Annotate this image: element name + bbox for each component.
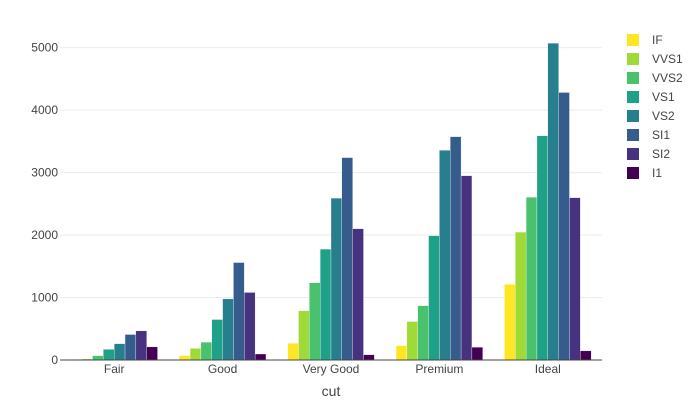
bar-si2-good[interactable] — [244, 292, 256, 361]
bar-if-good[interactable] — [179, 355, 191, 361]
legend-label: IF — [652, 33, 663, 47]
x-tick-label: Premium — [415, 362, 463, 376]
bar-si2-ideal[interactable] — [569, 197, 581, 361]
bar-if-very-good[interactable] — [287, 343, 299, 361]
bar-if-premium[interactable] — [395, 345, 408, 361]
legend-swatch — [627, 167, 639, 179]
legend-label: VVS2 — [652, 71, 683, 85]
bar-i1-good[interactable] — [254, 353, 267, 361]
bar-vvs2-very-good[interactable] — [309, 282, 321, 361]
legend-label: VVS1 — [652, 52, 683, 66]
bar-si1-fair[interactable] — [124, 334, 137, 361]
bar-i1-very-good[interactable] — [363, 354, 375, 361]
bar-vs1-premium[interactable] — [428, 235, 440, 361]
x-axis-title: cut — [322, 383, 341, 399]
y-tick-label: 4000 — [31, 103, 58, 117]
bar-vs2-fair[interactable] — [114, 343, 126, 361]
y-tick-label: 5000 — [31, 41, 58, 55]
legend-label: I1 — [652, 166, 662, 180]
bar-si1-premium[interactable] — [450, 136, 462, 361]
bar-vs1-ideal[interactable] — [536, 135, 548, 361]
bar-vvs2-good[interactable] — [200, 341, 212, 361]
legend-item-i1[interactable]: I1 — [627, 166, 662, 180]
legend-item-si1[interactable]: SI1 — [627, 128, 670, 142]
x-tick-label: Good — [208, 362, 237, 376]
legend-item-if[interactable]: IF — [627, 33, 663, 47]
x-tick-label: Fair — [104, 362, 125, 376]
legend-label: SI1 — [652, 128, 670, 142]
bar-vs2-premium[interactable] — [439, 150, 451, 361]
bar-vvs2-ideal[interactable] — [525, 197, 538, 361]
bar-if-ideal[interactable] — [504, 284, 516, 361]
legend-swatch — [627, 53, 639, 65]
bar-vvs1-ideal[interactable] — [515, 231, 527, 361]
legend-swatch — [627, 129, 639, 141]
y-tick-label: 0 — [51, 353, 58, 367]
bar-vvs1-premium[interactable] — [406, 321, 418, 361]
legend-item-vvs2[interactable]: VVS2 — [627, 71, 683, 85]
x-axis-ticks: Fair Good Very Good Premium Ideal — [104, 362, 561, 376]
bar-vs1-very-good[interactable] — [320, 248, 332, 361]
legend-label: VS1 — [652, 90, 675, 104]
legend-swatch — [627, 72, 639, 84]
legend-swatch — [627, 148, 639, 160]
legend-item-si2[interactable]: SI2 — [627, 147, 670, 161]
bar-si2-premium[interactable] — [460, 175, 473, 361]
x-tick-label: Very Good — [303, 362, 360, 376]
bar-si1-very-good[interactable] — [341, 157, 353, 361]
y-axis-ticks: 0 1000 2000 3000 4000 5000 — [31, 41, 58, 367]
y-tick-label: 3000 — [31, 166, 58, 180]
bars — [70, 43, 592, 361]
bar-i1-premium[interactable] — [471, 347, 483, 361]
x-tick-label: Ideal — [535, 362, 561, 376]
legend-item-vs2[interactable]: VS2 — [627, 109, 675, 123]
bar-si1-ideal[interactable] — [558, 92, 570, 361]
bar-vs1-fair[interactable] — [103, 349, 115, 361]
bar-vvs1-very-good[interactable] — [298, 310, 310, 361]
legend-item-vvs1[interactable]: VVS1 — [627, 52, 683, 66]
bar-si1-good[interactable] — [233, 262, 245, 361]
bar-si2-fair[interactable] — [135, 330, 147, 361]
legend-swatch — [627, 110, 639, 122]
legend-swatch — [627, 34, 639, 46]
bar-si2-very-good[interactable] — [352, 228, 364, 361]
y-tick-label: 2000 — [31, 228, 58, 242]
bar-vvs2-premium[interactable] — [417, 305, 429, 361]
legend: IF VVS1 VVS2 VS1 VS2 SI1 SI2 I1 — [627, 33, 683, 180]
legend-swatch — [627, 91, 639, 103]
bar-vvs1-good[interactable] — [189, 348, 202, 361]
bar-i1-fair[interactable] — [146, 346, 158, 361]
bar-vs1-good[interactable] — [211, 319, 223, 361]
bar-vvs2-fair[interactable] — [92, 355, 104, 361]
bar-vs2-ideal[interactable] — [547, 43, 559, 361]
legend-item-vs1[interactable]: VS1 — [627, 90, 675, 104]
legend-label: SI2 — [652, 147, 670, 161]
bar-i1-ideal[interactable] — [580, 350, 592, 361]
y-tick-label: 1000 — [31, 291, 58, 305]
bar-vs2-good[interactable] — [222, 298, 234, 361]
bar-vs2-very-good[interactable] — [330, 197, 342, 361]
legend-label: VS2 — [652, 109, 675, 123]
